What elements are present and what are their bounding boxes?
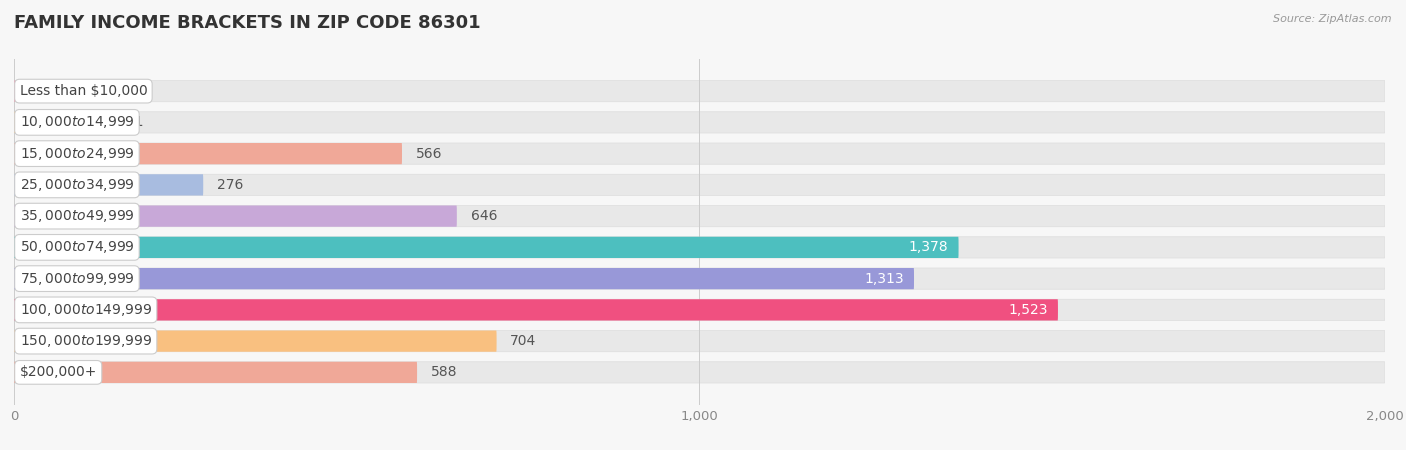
FancyBboxPatch shape: [14, 143, 402, 164]
FancyBboxPatch shape: [14, 112, 104, 133]
FancyBboxPatch shape: [14, 143, 1385, 164]
Text: 1,378: 1,378: [908, 240, 948, 254]
FancyBboxPatch shape: [14, 268, 914, 289]
Text: 1,313: 1,313: [865, 272, 904, 286]
Text: 1,523: 1,523: [1008, 303, 1047, 317]
Text: Less than $10,000: Less than $10,000: [20, 84, 148, 98]
Text: 131: 131: [118, 84, 143, 98]
FancyBboxPatch shape: [14, 362, 418, 383]
Text: $50,000 to $74,999: $50,000 to $74,999: [20, 239, 135, 256]
Text: $25,000 to $34,999: $25,000 to $34,999: [20, 177, 135, 193]
Text: $100,000 to $149,999: $100,000 to $149,999: [20, 302, 152, 318]
Text: 646: 646: [471, 209, 498, 223]
Text: $10,000 to $14,999: $10,000 to $14,999: [20, 114, 135, 130]
FancyBboxPatch shape: [14, 174, 204, 195]
Text: 588: 588: [430, 365, 457, 379]
FancyBboxPatch shape: [14, 330, 496, 352]
Text: 566: 566: [416, 147, 443, 161]
Text: $75,000 to $99,999: $75,000 to $99,999: [20, 270, 135, 287]
Text: $200,000+: $200,000+: [20, 365, 97, 379]
Text: 276: 276: [217, 178, 243, 192]
Text: FAMILY INCOME BRACKETS IN ZIP CODE 86301: FAMILY INCOME BRACKETS IN ZIP CODE 86301: [14, 14, 481, 32]
Text: 704: 704: [510, 334, 537, 348]
FancyBboxPatch shape: [14, 81, 104, 102]
Text: $150,000 to $199,999: $150,000 to $199,999: [20, 333, 152, 349]
FancyBboxPatch shape: [14, 206, 1385, 227]
Text: Source: ZipAtlas.com: Source: ZipAtlas.com: [1274, 14, 1392, 23]
FancyBboxPatch shape: [14, 330, 1385, 352]
FancyBboxPatch shape: [14, 81, 1385, 102]
FancyBboxPatch shape: [14, 268, 1385, 289]
Text: $15,000 to $24,999: $15,000 to $24,999: [20, 146, 135, 162]
FancyBboxPatch shape: [14, 299, 1057, 320]
FancyBboxPatch shape: [14, 237, 1385, 258]
FancyBboxPatch shape: [14, 299, 1385, 320]
FancyBboxPatch shape: [14, 237, 959, 258]
FancyBboxPatch shape: [14, 206, 457, 227]
Text: 131: 131: [118, 115, 143, 130]
FancyBboxPatch shape: [14, 174, 1385, 195]
FancyBboxPatch shape: [14, 112, 1385, 133]
FancyBboxPatch shape: [14, 362, 1385, 383]
Text: $35,000 to $49,999: $35,000 to $49,999: [20, 208, 135, 224]
